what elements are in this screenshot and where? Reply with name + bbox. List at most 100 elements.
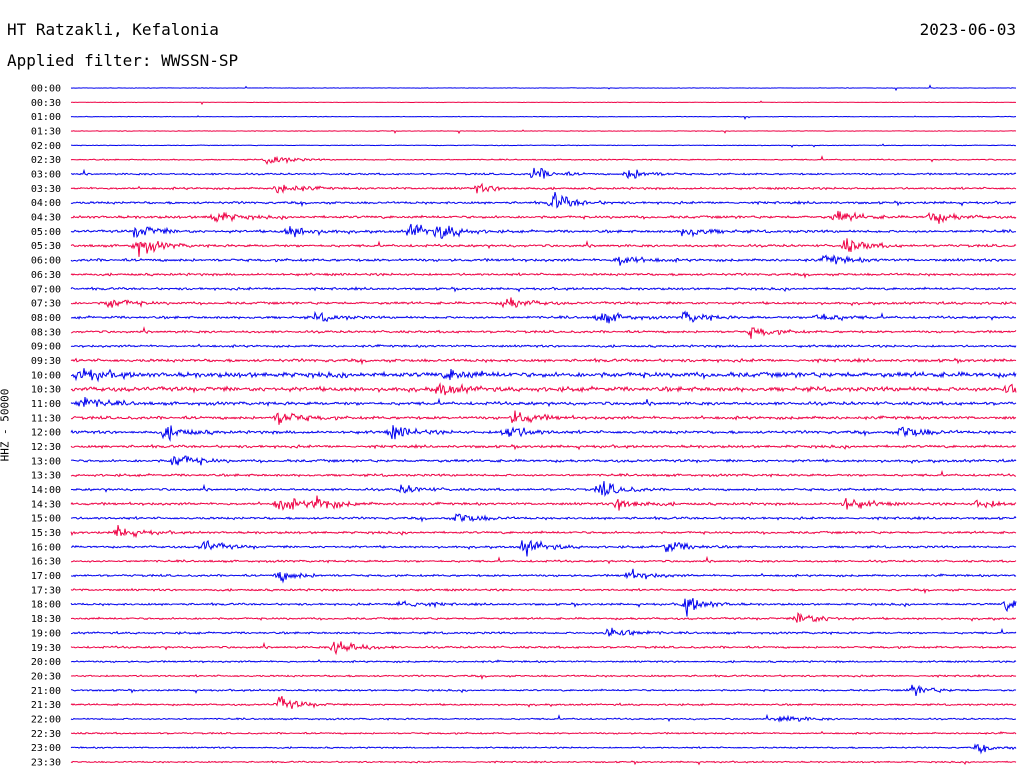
trace-1400	[70, 481, 1017, 498]
trace-0000	[70, 84, 1017, 92]
trace-0400	[70, 191, 1017, 209]
trace-1430	[70, 495, 1017, 511]
hour-label: 05:00	[31, 227, 61, 238]
trace-0530	[70, 238, 1017, 257]
date-label: 2023-06-03	[919, 20, 1016, 39]
hour-label: 04:30	[31, 213, 61, 224]
hour-label: 12:00	[31, 428, 61, 439]
hour-label: 08:30	[31, 327, 61, 338]
hour-label: 19:30	[31, 643, 61, 654]
trace-0600	[70, 254, 1017, 266]
hour-label: 11:30	[31, 413, 61, 424]
hour-label: 12:30	[31, 442, 61, 453]
hour-label: 10:30	[31, 385, 61, 396]
hour-label: 23:30	[31, 757, 61, 768]
trace-0300	[71, 167, 1017, 180]
trace-0130	[70, 129, 1017, 135]
hour-label: 07:30	[31, 299, 61, 310]
trace-2030	[70, 673, 1017, 681]
trace-0030	[70, 100, 1016, 106]
hour-label: 02:00	[31, 141, 61, 152]
hour-label: 10:00	[31, 370, 61, 381]
hour-label: 14:30	[31, 499, 61, 510]
trace-2330	[70, 760, 1017, 766]
trace-2230	[71, 730, 1017, 736]
trace-2130	[70, 696, 1017, 709]
hour-label: 15:00	[31, 514, 61, 525]
trace-1500	[71, 513, 1017, 523]
trace-2300	[70, 743, 1017, 755]
trace-0430	[70, 210, 1017, 224]
hour-label: 13:00	[31, 456, 61, 467]
trace-0230	[70, 155, 1017, 166]
trace-0930	[70, 357, 1017, 366]
hour-label: 01:00	[31, 112, 61, 123]
trace-1030	[70, 382, 1017, 396]
hour-label: 03:30	[31, 184, 61, 195]
trace-0500	[70, 223, 1017, 240]
hour-label: 02:30	[31, 155, 61, 166]
trace-1630	[70, 555, 1017, 565]
hour-label: 01:30	[31, 127, 61, 138]
trace-0700	[70, 286, 1017, 293]
trace-1930	[70, 641, 1017, 656]
trace-0200	[70, 143, 1017, 149]
trace-1130	[70, 410, 1017, 425]
hour-label: 15:30	[31, 528, 61, 539]
hour-label: 06:30	[31, 270, 61, 281]
hour-label-group: 00:00 00:30 01:00 01:30 02:00 02:30 03:00 03:30…	[31, 84, 61, 769]
trace-1530	[70, 525, 1017, 539]
trace-2100	[70, 684, 1017, 696]
hour-label: 20:30	[31, 671, 61, 682]
hour-label: 22:00	[31, 714, 61, 725]
hour-label: 23:00	[31, 743, 61, 754]
hour-label: 05:30	[31, 241, 61, 252]
hour-label: 17:00	[31, 571, 61, 582]
trace-1700	[71, 568, 1017, 584]
trace-0800	[70, 310, 1017, 324]
trace-1830	[70, 612, 1017, 623]
trace-1730	[70, 587, 1016, 595]
hour-label: 18:00	[31, 600, 61, 611]
hour-label: 04:00	[31, 198, 61, 209]
trace-1000	[71, 368, 1017, 383]
hour-label: 08:00	[31, 313, 61, 324]
hour-label: 21:00	[31, 686, 61, 697]
trace-2000	[70, 659, 1017, 664]
trace-group	[70, 84, 1017, 766]
hour-label: 21:30	[31, 700, 61, 711]
hour-label: 00:00	[31, 84, 61, 95]
trace-1200	[70, 425, 1017, 442]
hour-label: 14:00	[31, 485, 61, 496]
trace-1900	[70, 627, 1017, 637]
trace-2200	[70, 713, 1016, 723]
trace-1330	[70, 469, 1016, 478]
trace-1600	[71, 539, 1017, 557]
hour-label: 03:00	[31, 170, 61, 181]
hour-label: 07:00	[31, 284, 61, 295]
trace-0100	[70, 115, 1016, 121]
hour-label: 00:30	[31, 98, 61, 109]
y-axis-label: HHZ - 50000	[0, 388, 12, 462]
hour-label: 06:00	[31, 256, 61, 267]
hour-label: 19:00	[31, 628, 61, 639]
hour-label: 22:30	[31, 729, 61, 740]
trace-1100	[70, 397, 1017, 408]
hour-label: 09:30	[31, 356, 61, 367]
hour-label: 09:00	[31, 342, 61, 353]
hour-label: 20:00	[31, 657, 61, 668]
trace-1230	[70, 443, 1017, 451]
trace-0730	[70, 297, 1017, 309]
station-title: HT Ratzakli, Kefalonia	[7, 20, 219, 39]
hour-label: 17:30	[31, 585, 61, 596]
hour-label: 16:00	[31, 542, 61, 553]
hour-label: 16:30	[31, 557, 61, 568]
trace-0630	[70, 272, 1017, 279]
trace-0830	[70, 326, 1017, 339]
trace-1800	[70, 598, 1017, 617]
trace-1300	[70, 455, 1017, 466]
hour-label: 11:00	[31, 399, 61, 410]
hour-label: 13:30	[31, 471, 61, 482]
trace-0330	[70, 182, 1017, 194]
